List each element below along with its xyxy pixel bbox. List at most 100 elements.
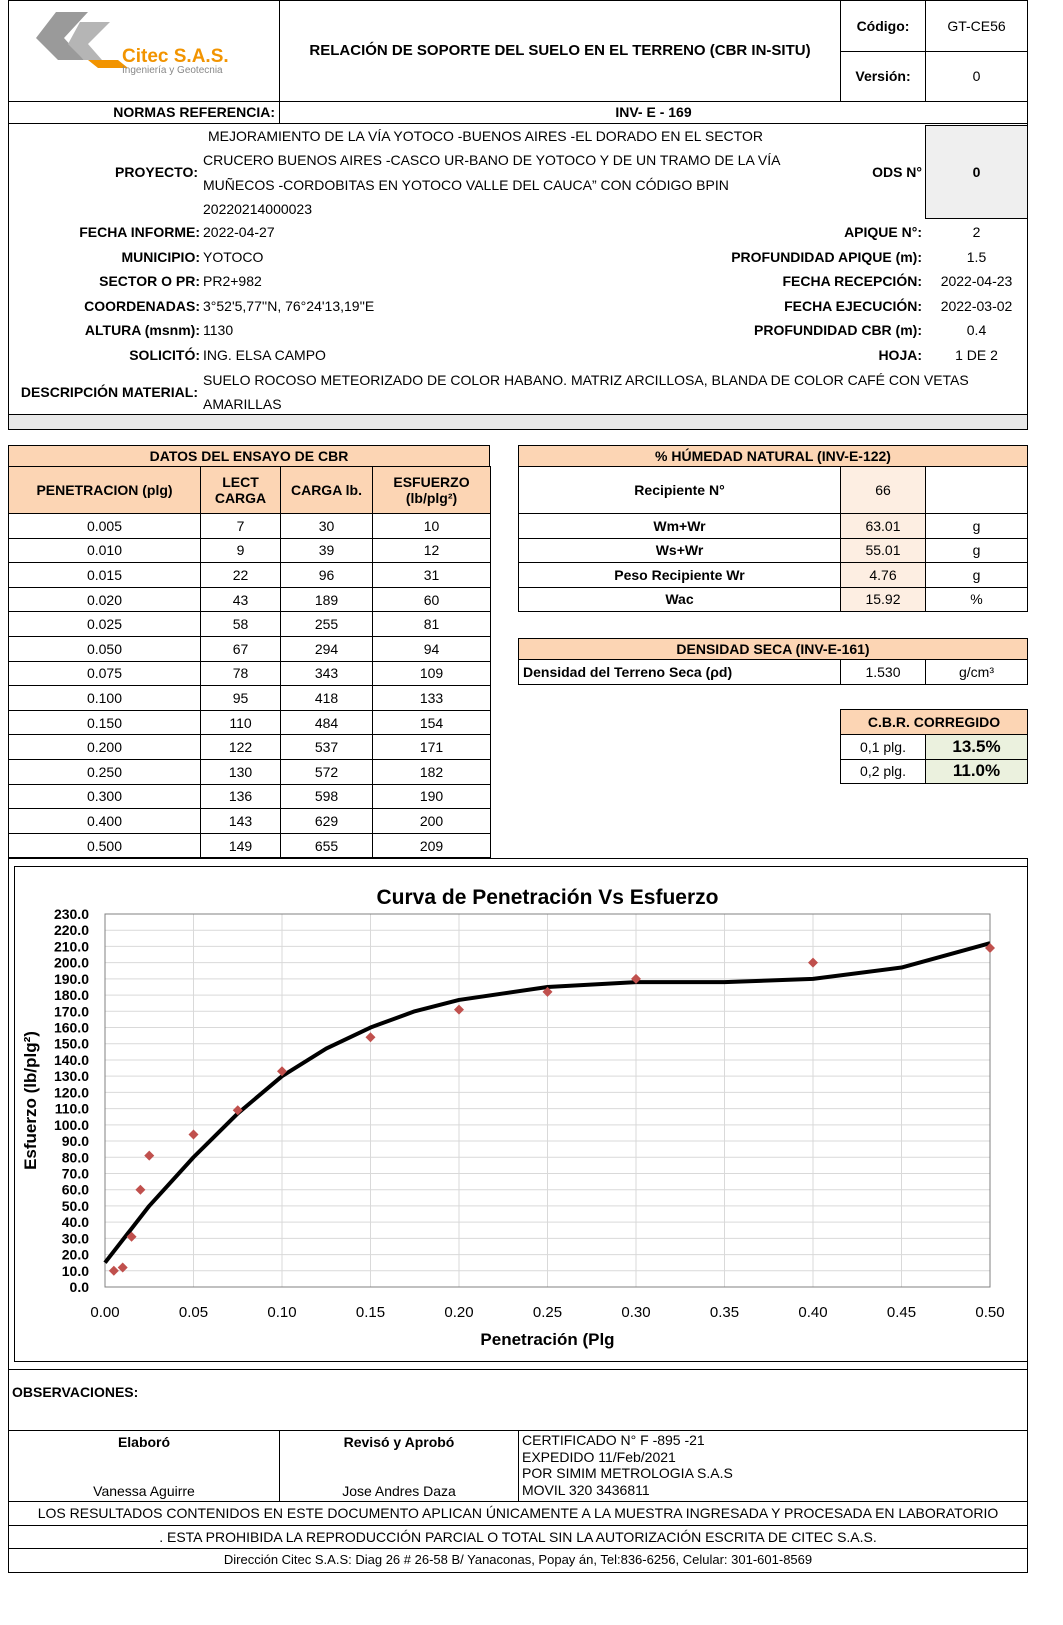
table-header: LECT CARGA — [200, 466, 281, 514]
table-cell: 10 — [372, 513, 491, 539]
field-label: SOLICITÓ: — [129, 346, 200, 363]
field-value: 2022-04-23 — [940, 273, 1013, 290]
table-cell: 343 — [280, 660, 373, 687]
table-label: Densidad del Terreno Seca (ρd) — [518, 659, 841, 685]
field-label: FECHA INFORME: — [79, 223, 200, 240]
table-cell: 81 — [372, 611, 491, 637]
table-unit: g — [925, 537, 1028, 563]
material-line: AMARILLAS — [203, 395, 282, 412]
y-tick-label: 230.0 — [54, 906, 89, 922]
field-value: ING. ELSA CAMPO — [203, 346, 326, 363]
x-tick-label: 0.20 — [444, 1304, 473, 1321]
table-value: 63.01 — [840, 513, 926, 539]
table-value: 11.0% — [925, 758, 1028, 784]
observations-label: OBSERVACIONES: — [12, 1383, 139, 1400]
table-cell: 130 — [200, 759, 281, 785]
table-value: 66 — [840, 466, 926, 514]
field-value: 1130 — [203, 322, 234, 339]
field-value: 2022-03-02 — [940, 297, 1013, 314]
company: Citec S.A.S. — [122, 46, 229, 68]
field-value: 1 DE 2 — [955, 346, 998, 363]
table-value: 1.530 — [840, 659, 926, 685]
table-cell: 0.005 — [8, 513, 201, 539]
x-tick-label: 0.45 — [887, 1304, 916, 1321]
y-tick-label: 50.0 — [62, 1198, 89, 1214]
table-cell: 484 — [280, 709, 373, 736]
table-cell: 0.015 — [8, 562, 201, 588]
project-line: MUÑECOS -CORDOBITAS EN YOTOCO VALLE DEL … — [203, 176, 729, 193]
table-cell: 598 — [280, 783, 373, 810]
field-label: FECHA EJECUCIÓN: — [784, 297, 922, 314]
table-unit — [925, 466, 1028, 514]
data-point — [365, 1032, 376, 1043]
table-cell: 0.250 — [8, 759, 201, 785]
tagline: Ingeniería y Geotecnia — [122, 65, 223, 77]
y-tick-label: 180.0 — [54, 987, 89, 1003]
y-tick-label: 40.0 — [62, 1214, 89, 1230]
field-value: 2022-04-27 — [203, 223, 275, 240]
table-cell: 39 — [280, 537, 373, 564]
table-title: DENSIDAD SECA (INV-E-161) — [518, 638, 1028, 660]
field-value: 0.4 — [966, 322, 987, 339]
table-value: 13.5% — [925, 734, 1028, 760]
table-cell: 31 — [372, 562, 491, 588]
data-point — [277, 1066, 287, 1077]
table-header: CARGA lb. — [280, 466, 373, 514]
table-cell: 171 — [372, 734, 491, 760]
data-point — [144, 1150, 155, 1161]
footer-line: Dirección Citec S.A.S: Diag 26 # 26-58 B… — [8, 1548, 1028, 1573]
table-label: Recipiente N° — [518, 466, 841, 514]
footer-line: . ESTA PROHIBIDA LA REPRODUCCIÓN PARCIAL… — [8, 1524, 1028, 1549]
table-cell: 0.150 — [8, 709, 201, 736]
y-tick-label: 110.0 — [55, 1101, 89, 1117]
data-point — [117, 1262, 128, 1273]
field-value: YOTOCO — [203, 248, 264, 265]
x-tick-label: 0.15 — [356, 1304, 385, 1321]
x-tick-label: 0.35 — [710, 1304, 739, 1321]
table-cell: 143 — [200, 808, 281, 834]
material-line: SUELO ROCOSO METEORIZADO DE COLOR HABANO… — [203, 371, 969, 388]
table-cell: 7 — [200, 513, 281, 539]
table-cell: 94 — [372, 636, 491, 662]
table-unit: g — [925, 513, 1028, 539]
y-tick-label: 20.0 — [62, 1247, 89, 1263]
table-value: 55.01 — [840, 537, 926, 563]
table-cell: 96 — [280, 562, 373, 588]
table-cell: 0.200 — [8, 734, 201, 760]
table-cell: 209 — [372, 832, 491, 859]
y-tick-label: 210.0 — [54, 938, 89, 954]
table-cell: 109 — [372, 660, 491, 687]
x-tick-label: 0.00 — [90, 1304, 119, 1321]
chart-title: Curva de Penetración Vs Esfuerzo — [377, 886, 719, 909]
signature-name: Vanessa Aguirre — [93, 1482, 195, 1499]
signature-name: Jose Andres Daza — [342, 1482, 456, 1499]
data-point — [542, 986, 553, 997]
table-cell: 58 — [200, 611, 281, 637]
field-label: APIQUE N°: — [844, 223, 922, 240]
table-cell: 0.300 — [8, 783, 201, 810]
table-label: 0,2 plg. — [840, 758, 926, 784]
table-cell: 154 — [372, 709, 491, 736]
table-title: % HÚMEDAD NATURAL (INV-E-122) — [518, 445, 1028, 467]
x-tick-label: 0.10 — [267, 1304, 296, 1321]
code: GT-CE56 — [925, 0, 1028, 52]
doc-title: RELACIÓN DE SOPORTE DEL SUELO EN EL TERR… — [279, 0, 841, 102]
y-tick-label: 130.0 — [54, 1068, 89, 1084]
project-label: PROYECTO: — [115, 163, 198, 180]
table-value: 4.76 — [840, 562, 926, 588]
field-label: HOJA: — [878, 346, 922, 363]
data-point — [232, 1105, 243, 1116]
table-cell: 136 — [200, 783, 281, 810]
data-point — [454, 1004, 464, 1015]
y-tick-label: 90.0 — [62, 1133, 89, 1149]
version: 0 — [925, 51, 1028, 102]
table-unit: g — [925, 562, 1028, 588]
table-cell: 255 — [280, 611, 373, 637]
y-tick-label: 70.0 — [62, 1165, 89, 1181]
table-header: ESFUERZO (lb/plg²) — [372, 466, 491, 514]
table-cell: 182 — [372, 759, 491, 785]
field-label: ALTURA (msnm): — [84, 322, 200, 339]
y-tick-label: 150.0 — [54, 1036, 89, 1052]
data-point — [188, 1129, 199, 1140]
table-cell: 95 — [200, 685, 281, 711]
